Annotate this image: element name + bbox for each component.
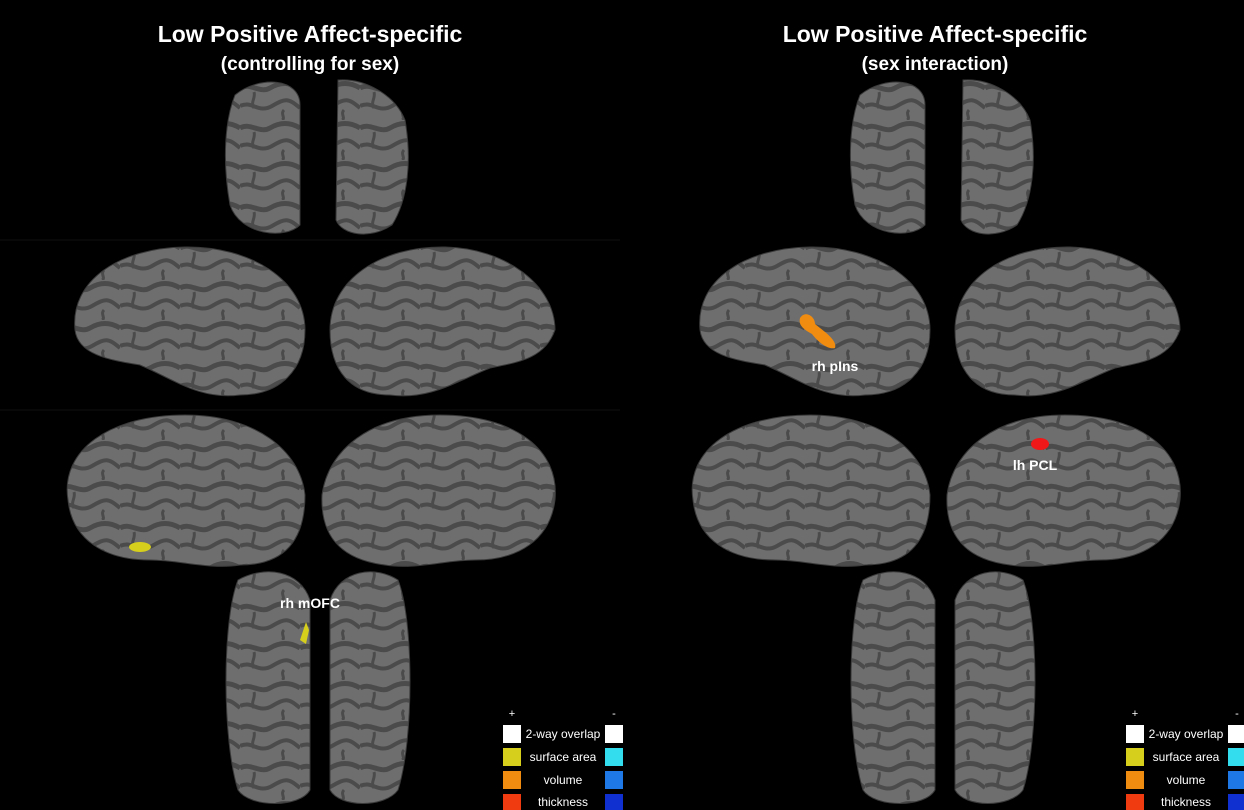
legend-label: 2-way overlap [1149, 727, 1224, 741]
panel-right: Low Positive Affect-specific (sex intera… [692, 21, 1180, 804]
legend-swatch [605, 794, 623, 810]
legend-label: thickness [1161, 795, 1211, 809]
legend-plus: + [1132, 708, 1138, 720]
legend-label: surface area [530, 750, 597, 764]
legend-swatch [1228, 725, 1244, 743]
legend: + - 2-way overlap surface area volume th… [1126, 708, 1244, 810]
legend-swatch [605, 771, 623, 789]
legend-label: volume [544, 773, 583, 787]
legend-swatch [1126, 794, 1144, 810]
legend-swatch [503, 794, 521, 810]
legend-swatch [503, 748, 521, 766]
legend-label: surface area [1153, 750, 1220, 764]
legend-minus: - [1235, 708, 1239, 720]
legend-label: volume [1167, 773, 1206, 787]
panel-subtitle: (controlling for sex) [221, 54, 399, 75]
page: {"panels": [ {"title": "Low Positive Aff… [0, 0, 1244, 810]
legend-swatch [1228, 771, 1244, 789]
panel-left: Low Positive Affect-specific (controllin… [67, 21, 555, 804]
brain-surfaces [67, 80, 555, 804]
legend-swatch [503, 725, 521, 743]
legend-plus: + [509, 708, 515, 720]
panel-subtitle: (sex interaction) [862, 54, 1009, 75]
legend-swatch [1126, 748, 1144, 766]
legend: + - 2-way overlap surface area volume th… [503, 708, 623, 810]
brain-surfaces [692, 80, 1180, 804]
legend-swatch [1126, 725, 1144, 743]
legend-swatch [503, 771, 521, 789]
panel-title: Low Positive Affect-specific [783, 21, 1088, 47]
panel-title: Low Positive Affect-specific [158, 21, 463, 47]
region-label: lh PCL [1013, 457, 1058, 473]
legend-minus: - [612, 708, 616, 720]
region-label: rh mOFC [280, 595, 340, 611]
legend-swatch [1228, 794, 1244, 810]
cluster-surface-area [129, 542, 151, 552]
legend-swatch [605, 725, 623, 743]
cluster-thickness [1031, 438, 1049, 450]
region-label: rh pIns [812, 358, 859, 374]
legend-swatch [1126, 771, 1144, 789]
legend-swatch [1228, 748, 1244, 766]
legend-swatch [605, 748, 623, 766]
legend-label: thickness [538, 795, 588, 809]
legend-label: 2-way overlap [526, 727, 601, 741]
figure: Low Positive Affect-specific (controllin… [0, 0, 1244, 810]
